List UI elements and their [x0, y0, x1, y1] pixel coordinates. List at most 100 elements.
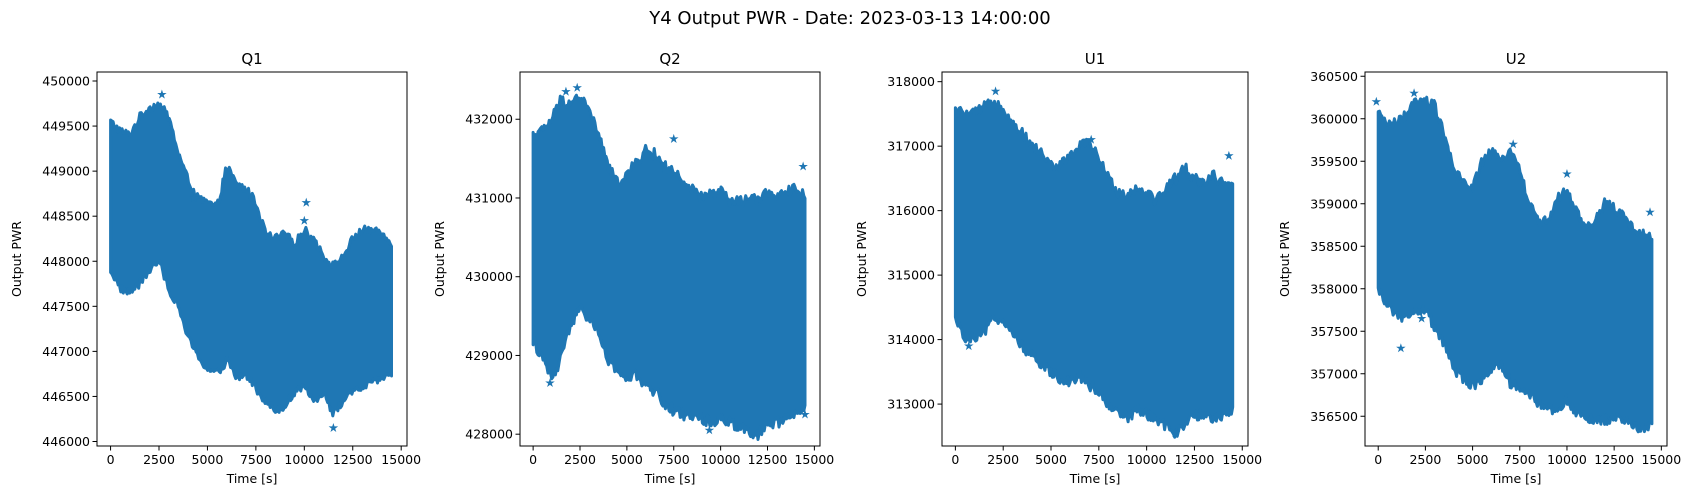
x-axis-label: Time [s]	[644, 471, 696, 486]
x-tick-label: 10000	[701, 452, 741, 467]
x-tick-label: 10000	[1547, 452, 1587, 467]
y-tick-label: 429000	[465, 348, 513, 363]
data-point	[1645, 207, 1655, 217]
y-tick-label: 360000	[1310, 111, 1358, 126]
scatter-series	[953, 86, 1235, 439]
x-tick-label: 0	[1374, 452, 1382, 467]
x-tick-label: 2500	[564, 452, 596, 467]
y-tick-label: 360500	[1310, 69, 1358, 84]
y-tick-label: 316000	[887, 203, 935, 218]
data-point	[561, 86, 571, 96]
axes-frame	[519, 71, 821, 447]
x-tick-label: 12500	[1594, 452, 1634, 467]
x-axis-label: Time [s]	[226, 471, 278, 486]
data-point	[1224, 150, 1234, 160]
y-tick-label: 446000	[42, 434, 90, 449]
y-axis-label: Output PWR	[1277, 221, 1292, 297]
subplot-title: Q2	[659, 50, 680, 68]
scatter-series	[531, 82, 810, 441]
x-tick-label: 0	[951, 452, 959, 467]
x-axis-label: Time [s]	[1490, 471, 1542, 486]
x-tick-label: 15000	[381, 452, 421, 467]
data-point	[1371, 96, 1382, 106]
y-tick-label: 358000	[1310, 281, 1358, 296]
y-tick-label: 315000	[887, 268, 935, 283]
y-tick-label: 432000	[465, 112, 513, 127]
x-tick-label: 12500	[1175, 452, 1215, 467]
subplot-title: Q1	[241, 50, 262, 68]
y-tick-label: 430000	[465, 269, 513, 284]
data-point	[1396, 343, 1406, 353]
y-axis-label: Output PWR	[432, 221, 447, 297]
data-point	[1562, 169, 1572, 179]
x-tick-label: 7500	[1504, 452, 1536, 467]
data-point	[1508, 139, 1518, 149]
x-tick-label: 0	[529, 452, 537, 467]
figure-suptitle: Y4 Output PWR - Date: 2023-03-13 14:00:0…	[648, 8, 1051, 29]
data-point	[157, 89, 167, 99]
data-band	[109, 101, 393, 418]
y-tick-label: 448500	[42, 209, 90, 224]
y-tick-label: 447000	[42, 344, 90, 359]
y-tick-label: 358500	[1310, 239, 1358, 254]
y-tick-label: 357000	[1310, 366, 1358, 381]
data-band	[531, 93, 807, 441]
y-tick-label: 449000	[42, 164, 90, 179]
y-tick-label: 318000	[887, 74, 935, 89]
x-tick-label: 5000	[1035, 452, 1067, 467]
x-tick-label: 7500	[658, 452, 690, 467]
subplot-title: U1	[1085, 50, 1106, 68]
subplot-q1: 0 2500 5000 7500 10000 12500 15000 446000 446500…	[9, 50, 421, 486]
y-tick-label: 446500	[42, 389, 90, 404]
y-tick-label: 428000	[465, 427, 513, 442]
data-point	[328, 422, 339, 433]
data-point	[299, 215, 310, 225]
x-axis-label: Time [s]	[1069, 471, 1121, 486]
x-tick-label: 5000	[611, 452, 643, 467]
y-tick-label: 359000	[1310, 196, 1358, 211]
x-tick-label: 15000	[794, 452, 834, 467]
y-tick-label: 431000	[465, 190, 513, 205]
scatter-series	[109, 89, 393, 433]
data-point	[1409, 88, 1419, 98]
y-tick-label: 450000	[42, 74, 90, 89]
data-point	[668, 133, 679, 143]
data-point	[301, 197, 312, 207]
data-point	[990, 86, 1001, 96]
x-tick-label: 2500	[1409, 452, 1441, 467]
x-tick-label: 12500	[748, 452, 788, 467]
x-tick-label: 2500	[987, 452, 1019, 467]
data-point	[545, 378, 555, 388]
y-axis-label: Output PWR	[854, 221, 869, 297]
y-axis-label: Output PWR	[9, 221, 24, 297]
axes-frame	[1364, 71, 1668, 447]
data-point	[798, 161, 808, 171]
axes-frame	[941, 71, 1249, 447]
y-tick-label: 313000	[887, 397, 935, 412]
x-tick-label: 5000	[192, 452, 224, 467]
x-tick-label: 7500	[1083, 452, 1115, 467]
y-tick-label: 448000	[42, 254, 90, 269]
x-tick-label: 7500	[240, 452, 272, 467]
y-tick-label: 447500	[42, 299, 90, 314]
y-tick-label: 449500	[42, 119, 90, 134]
x-tick-label: 0	[107, 452, 115, 467]
y-tick-label: 317000	[887, 139, 935, 154]
y-tick-label: 357500	[1310, 324, 1358, 339]
data-point	[572, 82, 582, 92]
subplot-q2: 0 2500 5000 7500 10000 12500 15000 428000 429000…	[432, 50, 834, 486]
subplot-panels: 0 2500 5000 7500 10000 12500 15000 446000 446500…	[9, 50, 1681, 486]
axes-frame	[96, 71, 408, 447]
data-band	[953, 98, 1235, 439]
subplot-u1: 0 2500 5000 7500 10000 12500 15000 313000 314000…	[854, 50, 1262, 486]
x-tick-label: 15000	[1222, 452, 1262, 467]
x-tick-label: 5000	[1457, 452, 1489, 467]
x-tick-label: 15000	[1641, 452, 1681, 467]
y-tick-label: 359500	[1310, 154, 1358, 169]
y-tick-label: 314000	[887, 332, 935, 347]
x-tick-label: 2500	[143, 452, 175, 467]
y-tick-label: 356500	[1310, 409, 1358, 424]
scatter-series	[1371, 88, 1655, 434]
x-tick-label: 12500	[333, 452, 373, 467]
